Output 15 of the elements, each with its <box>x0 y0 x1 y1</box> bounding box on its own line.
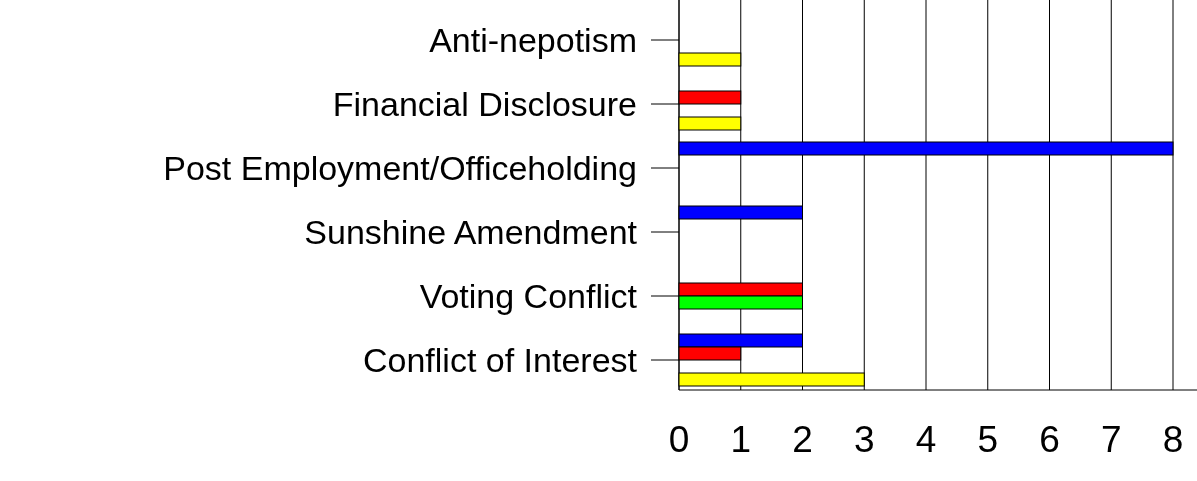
x-tick-label: 5 <box>977 419 999 460</box>
y-tick-label: Post Employment/Officeholding <box>163 148 637 187</box>
x-tick-label: 4 <box>915 419 937 460</box>
x-tick-label: 2 <box>792 419 813 460</box>
x-tick-label: 6 <box>1039 419 1060 460</box>
y-tick-label: Voting Conflict <box>419 276 638 315</box>
x-tick-label: 3 <box>853 419 875 460</box>
y-tick-label: Conflict of Interest <box>362 340 638 379</box>
x-tick-label: 7 <box>1100 419 1122 460</box>
y-tick-label: Anti-nepotism <box>429 20 637 59</box>
y-tick-label: Sunshine Amendment <box>304 212 638 251</box>
x-tick-label: 1 <box>730 419 752 460</box>
x-tick-label: 0 <box>668 419 690 460</box>
y-tick-label: Financial Disclosure <box>332 84 637 123</box>
x-tick-label: 8 <box>1162 419 1184 460</box>
